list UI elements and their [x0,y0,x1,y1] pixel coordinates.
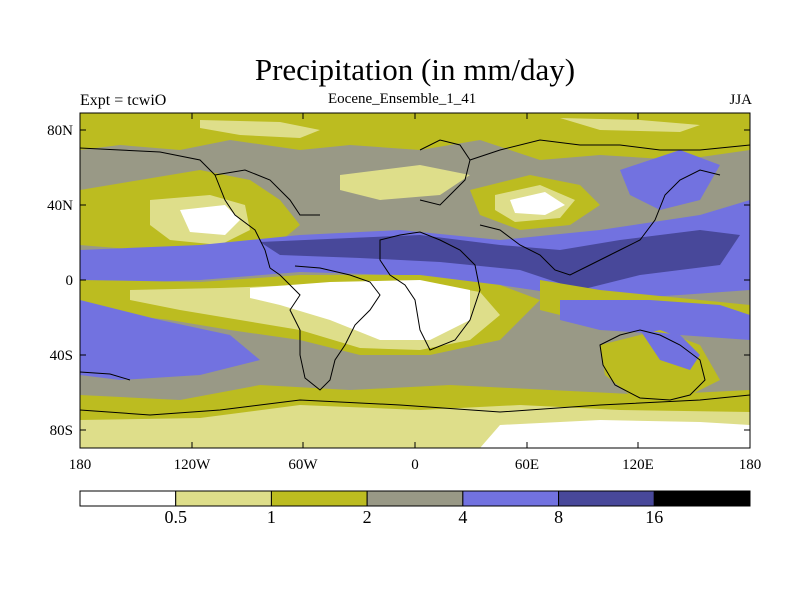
colorbar-box [653,490,751,507]
latitude-axis: 80N 40N 0 40S 80S [47,123,750,439]
colorbar-box [558,490,655,507]
lon-label-0: 0 [411,457,419,473]
coastlines [80,139,750,416]
lat-label-40s: 40S [50,348,73,364]
colorbar-label: 0.5 [164,507,187,527]
ensemble-label: Eocene_Ensemble_1_41 [328,91,477,107]
colorbar-label: 4 [458,507,467,527]
lon-label-180w: 180 [69,457,92,473]
colorbar-label: 1 [267,507,276,527]
colorbar-box [79,490,177,507]
experiment-label: Expt = tcwiO [80,92,167,109]
colorbar-box [270,490,368,507]
colorbar: 0.5 1 2 4 8 16 [79,490,751,527]
lat-label-80s: 80S [50,423,73,439]
lon-label-120e: 120E [622,457,654,473]
colorbar-label: 16 [645,507,663,527]
lat-label-0: 0 [66,273,74,289]
colorbar-box [175,490,272,507]
colorbar-label: 8 [554,507,563,527]
lon-label-60w: 60W [288,457,318,473]
colorbar-label: 2 [363,507,372,527]
lat-label-40n: 40N [47,198,73,214]
longitude-axis: 180 120W 60W 0 60E 120E 180 [69,113,762,473]
lon-label-180e: 180 [739,457,762,473]
season-label: JJA [729,92,752,108]
colorbar-box [366,490,464,507]
lat-label-80n: 80N [47,123,73,139]
map-title: Precipitation (in mm/day) [254,52,576,87]
precipitation-field [80,113,750,448]
lon-label-120w: 120W [174,457,212,473]
colorbar-box [462,490,560,507]
lon-label-60e: 60E [515,457,539,473]
